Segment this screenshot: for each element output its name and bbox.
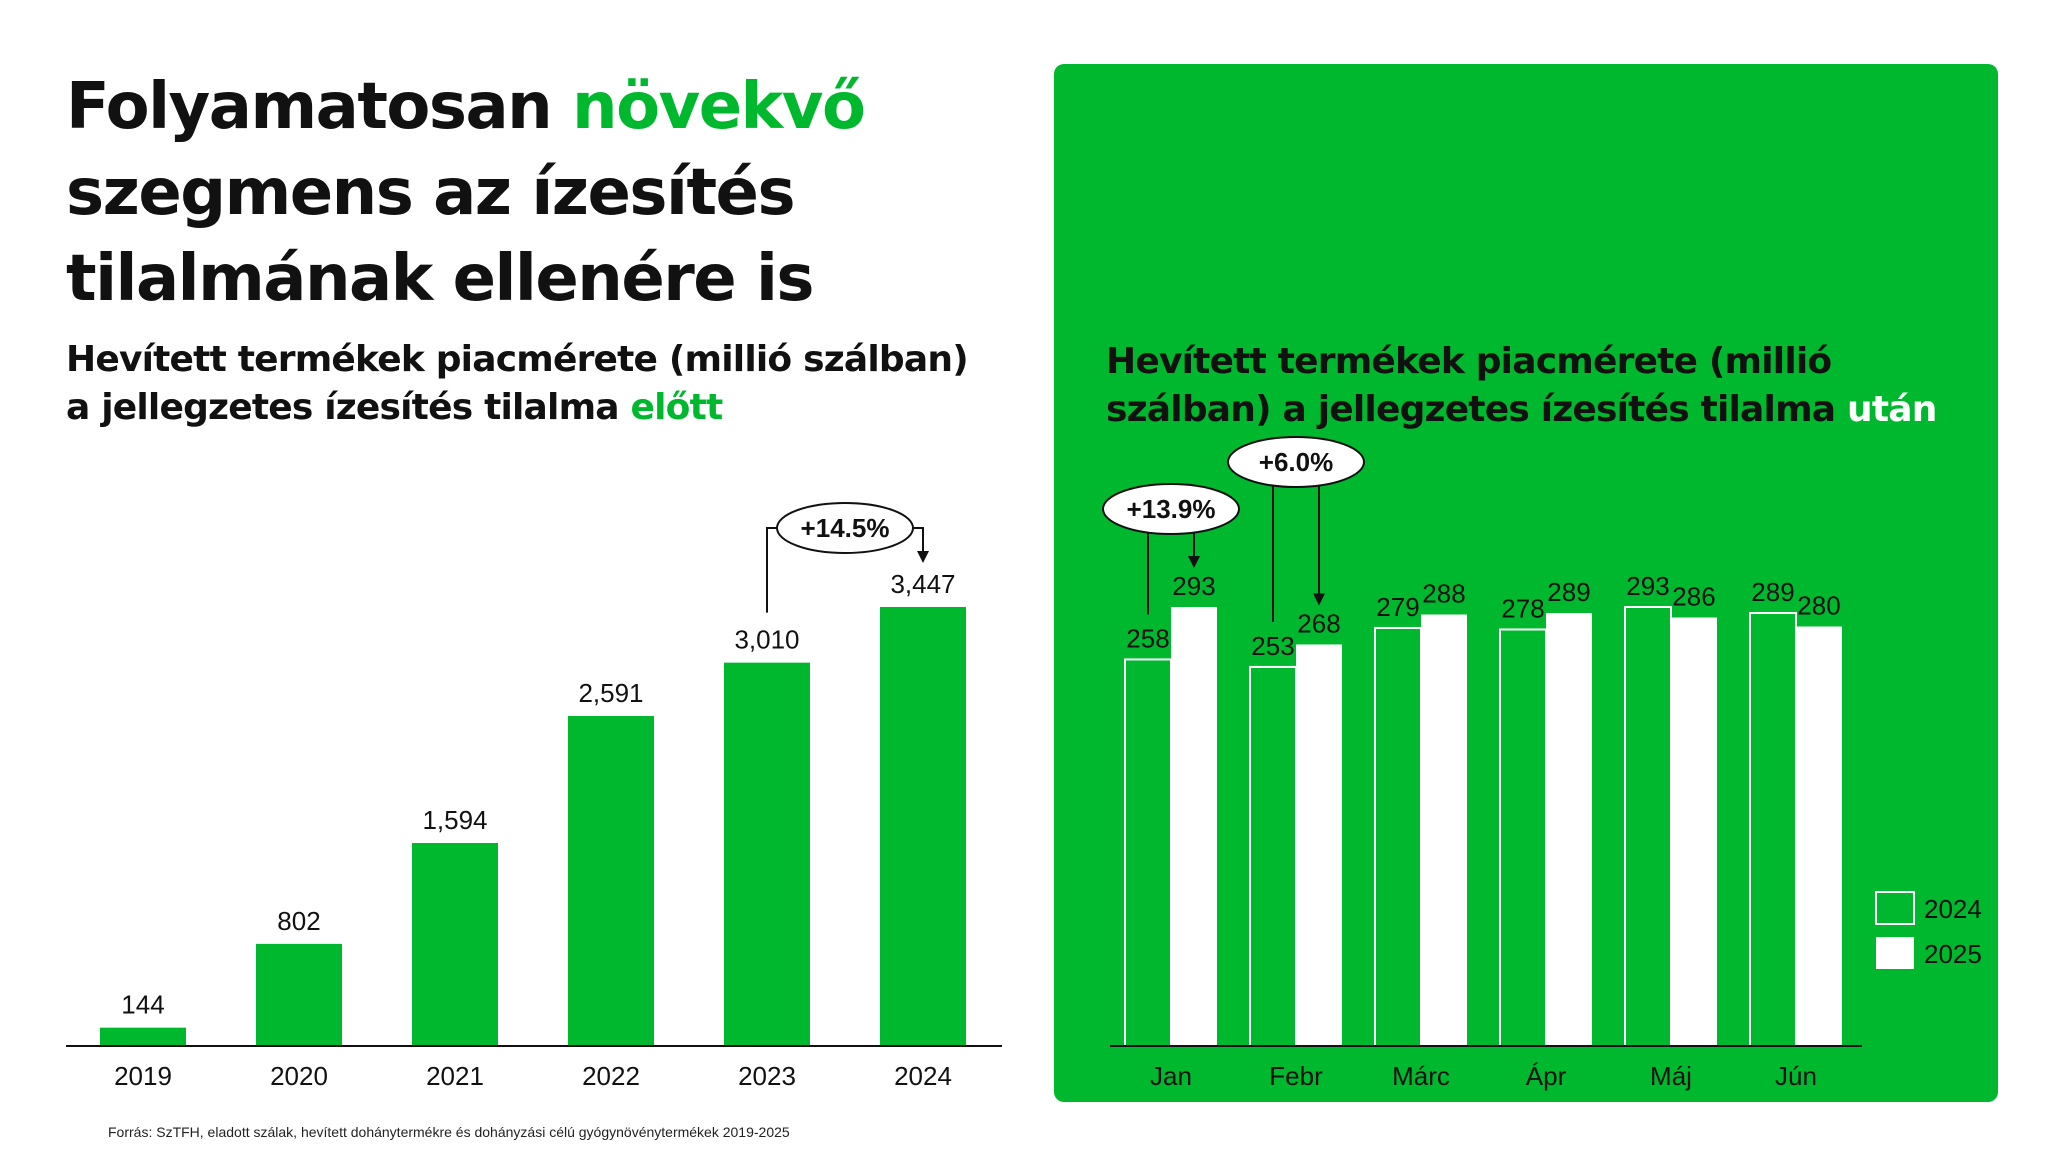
legend-label-2024: 2024 <box>1924 894 1982 924</box>
bar-2020 <box>256 943 342 1046</box>
legend-swatch-2025 <box>1876 937 1914 969</box>
legend-label-2025: 2025 <box>1924 939 1982 969</box>
bar-value-label: 3,447 <box>890 569 955 599</box>
headline-part2: szegmens az ízesítés tilalmának ellenére… <box>66 156 815 316</box>
growth-badge-label: +13.9% <box>1127 494 1216 524</box>
bar-2024-Máj <box>1624 606 1672 1047</box>
bar-2024-Jan <box>1124 658 1172 1047</box>
bar-value-label: 3,010 <box>734 625 799 655</box>
legend-swatch-2024 <box>1875 891 1915 925</box>
bar-2025-Máj <box>1671 617 1717 1046</box>
x-tick-label: 2023 <box>738 1061 796 1091</box>
bar-value-label: 268 <box>1297 608 1340 638</box>
right-subtitle-text: Hevített termékek piacmérete (millió szá… <box>1106 341 1848 430</box>
x-tick-label: 2022 <box>582 1061 640 1091</box>
bar-value-label: 279 <box>1376 592 1419 622</box>
bar-value-label: 253 <box>1251 631 1294 661</box>
growth-badge <box>1227 436 1365 488</box>
growth-badge-label: +6.0% <box>1259 447 1333 477</box>
x-tick-label: Jún <box>1775 1061 1817 1091</box>
bar-value-label: 289 <box>1547 577 1590 607</box>
x-tick-label: 2024 <box>894 1061 952 1091</box>
x-tick-label: 2021 <box>426 1061 484 1091</box>
x-tick-label: Márc <box>1392 1061 1450 1091</box>
x-tick-label: 2019 <box>114 1061 172 1091</box>
bar-2024-Márc <box>1374 626 1422 1048</box>
bar-2025-Ápr <box>1546 612 1592 1046</box>
x-tick-label: 2020 <box>270 1061 328 1091</box>
headline: Folyamatosan növekvő szegmens az ízesíté… <box>66 64 1006 322</box>
bar-2024-Jún <box>1749 611 1797 1047</box>
bar-2024-Ápr <box>1499 628 1547 1048</box>
growth-badge-label: +14.5% <box>801 513 890 543</box>
x-tick-label: Jan <box>1150 1061 1192 1091</box>
bar-value-label: 293 <box>1626 571 1669 601</box>
source-note: Forrás: SzTFH, eladott szálak, hevített … <box>108 1124 790 1140</box>
bar-value-label: 2,591 <box>578 678 643 708</box>
x-tick-label: Ápr <box>1526 1061 1567 1091</box>
bar-2025-Jún <box>1796 626 1842 1046</box>
bar-value-label: 288 <box>1422 578 1465 608</box>
bar-2021 <box>412 842 498 1046</box>
right-subtitle-highlight: után <box>1847 389 1937 430</box>
x-tick-label: Máj <box>1650 1061 1692 1091</box>
bar-value-label: 286 <box>1672 581 1715 611</box>
bar-value-label: 258 <box>1126 623 1169 653</box>
bar-2025-Márc <box>1421 614 1467 1046</box>
bar-2024-Febr <box>1249 665 1297 1048</box>
bar-2025-Febr <box>1296 644 1342 1046</box>
bar-2024 <box>880 607 966 1046</box>
bar-value-label: 280 <box>1797 590 1840 620</box>
bar-value-label: 293 <box>1172 571 1215 601</box>
bar-2023 <box>724 662 810 1046</box>
left-subtitle-highlight: előtt <box>630 387 724 428</box>
left-chart-subtitle: Hevített termékek piacmérete (millió szá… <box>66 336 986 432</box>
x-tick-label: Febr <box>1269 1061 1323 1091</box>
growth-badge <box>776 502 914 554</box>
bar-2025-Jan <box>1171 607 1217 1046</box>
headline-part1: Folyamatosan <box>66 70 572 144</box>
bar-value-label: 1,594 <box>422 805 487 835</box>
bar-2019 <box>100 1027 186 1046</box>
left-subtitle-text: Hevített termékek piacmérete (millió szá… <box>66 339 969 428</box>
bar-2022 <box>568 716 654 1046</box>
growth-badge <box>1102 483 1240 535</box>
bar-value-label: 802 <box>277 906 320 936</box>
headline-highlight: növekvő <box>572 70 866 144</box>
bar-value-label: 278 <box>1501 593 1544 623</box>
bar-value-label: 144 <box>121 990 164 1020</box>
bar-value-label: 289 <box>1751 577 1794 607</box>
right-chart-subtitle: Hevített termékek piacmérete (millió szá… <box>1106 338 1986 434</box>
